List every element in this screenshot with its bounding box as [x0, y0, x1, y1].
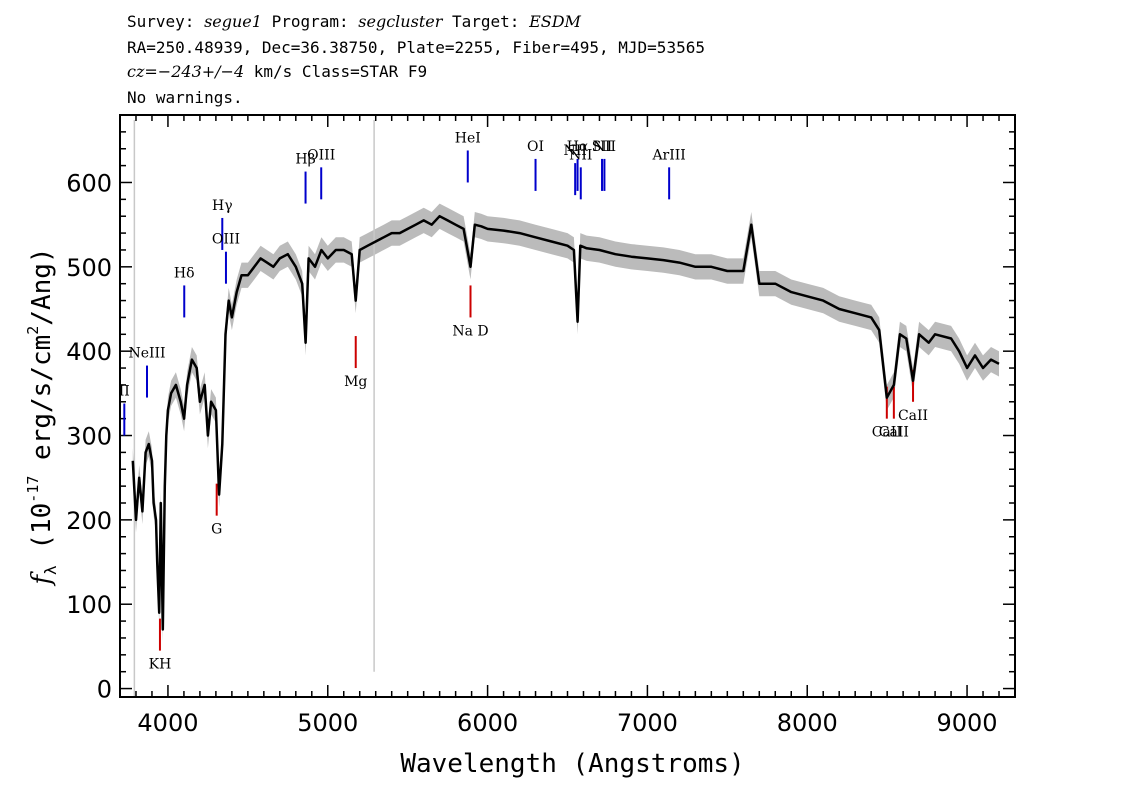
axes-layer — [119, 114, 1016, 698]
error-band-layer — [132, 120, 1000, 697]
spectral-line-label: II — [119, 384, 130, 400]
spectral-line-label: NII — [593, 139, 616, 155]
spectral-line-label: SII — [592, 139, 613, 155]
y-tick-label: 300 — [66, 423, 112, 451]
x-tick-label: 6000 — [457, 709, 518, 737]
y-axis-title-lambda: λ — [41, 565, 60, 575]
cz-label: cz= — [127, 62, 158, 81]
plot-frame — [119, 114, 1016, 698]
spectral-line-label: ArIII — [651, 147, 685, 163]
spectral-line-label: Mg — [344, 374, 367, 390]
y-tick-label: 500 — [66, 254, 112, 282]
spectral-line-label: CaII — [898, 408, 928, 424]
x-tick-label: 7000 — [617, 709, 678, 737]
warnings-text: No warnings. — [127, 88, 243, 107]
spectral-line-label: CaII — [872, 425, 902, 441]
error-band — [132, 203, 1000, 643]
x-tick-label: 9000 — [937, 709, 998, 737]
spectral-line-label: G — [211, 522, 222, 538]
x-tick-label: 5000 — [297, 709, 358, 737]
survey-value: segue1 — [204, 12, 262, 31]
cz-value: −243+/−4 — [157, 62, 245, 81]
y-axis-title-exponent: 2 — [24, 326, 42, 335]
y-tick-label: 400 — [66, 338, 112, 366]
spectral-lines-layer — [123, 150, 915, 651]
y-tick-label: 600 — [66, 169, 112, 197]
spectral-line-label: NeIII — [128, 346, 165, 362]
x-tick-label: 8000 — [777, 709, 838, 737]
y-tick-label: 100 — [66, 591, 112, 619]
header-line-1: Survey: segue1 Program: segcluster Targe… — [127, 12, 581, 32]
y-tick-label: 200 — [66, 507, 112, 535]
y-axis-title-exponent: -17 — [24, 476, 42, 503]
x-axis-title: Wavelength (Angstroms) — [400, 749, 744, 779]
y-axis-title: fλ (10-17 erg/s/cm2/Ang) — [24, 247, 60, 586]
x-tick-label: 4000 — [137, 709, 198, 737]
spectral-line-label: Hβ — [295, 152, 315, 168]
spectral-line-label: Hα — [567, 139, 589, 155]
header-line-2: RA=250.48939, Dec=36.38750, Plate=2255, … — [127, 38, 705, 57]
spectral-line-label: OIII — [212, 232, 240, 248]
y-axis-title-part: (10 — [27, 503, 57, 566]
program-label: Program: — [271, 12, 349, 31]
y-tick-label: 0 — [97, 676, 112, 704]
spectral-line-label: Hδ — [174, 265, 195, 281]
spectral-line-label: OIII — [307, 147, 335, 163]
program-value: segcluster — [358, 12, 443, 31]
flux-line — [131, 214, 1000, 631]
y-axis-title-part: erg/s/cm — [27, 335, 57, 476]
spectral-line-label: HeI — [455, 130, 481, 146]
spectral-line-label: NII — [569, 147, 592, 163]
y-axis-title-part: /Ang) — [27, 247, 57, 325]
spectral-line-label: Hγ — [212, 198, 233, 214]
target-label: Target: — [452, 12, 520, 31]
spectral-line-label: CaII — [879, 425, 909, 441]
spectral-line-label: NII — [564, 143, 587, 159]
header-line-3: cz=−243+/−4 km/s Class=STAR F9 — [127, 62, 427, 82]
target-value: ESDM — [529, 12, 581, 31]
spectral-line-label: Na D — [452, 323, 488, 339]
spectral-line-label: OI — [527, 139, 544, 155]
survey-label: Survey: — [127, 12, 195, 31]
flux-layer — [131, 214, 1000, 631]
spectral-line-label: KH — [149, 657, 172, 673]
cz-rest: km/s Class=STAR F9 — [244, 62, 428, 81]
chart-text-layer: 4000 5000 6000 7000 8000 9000 0 100 200 300 400 500… — [24, 130, 998, 779]
